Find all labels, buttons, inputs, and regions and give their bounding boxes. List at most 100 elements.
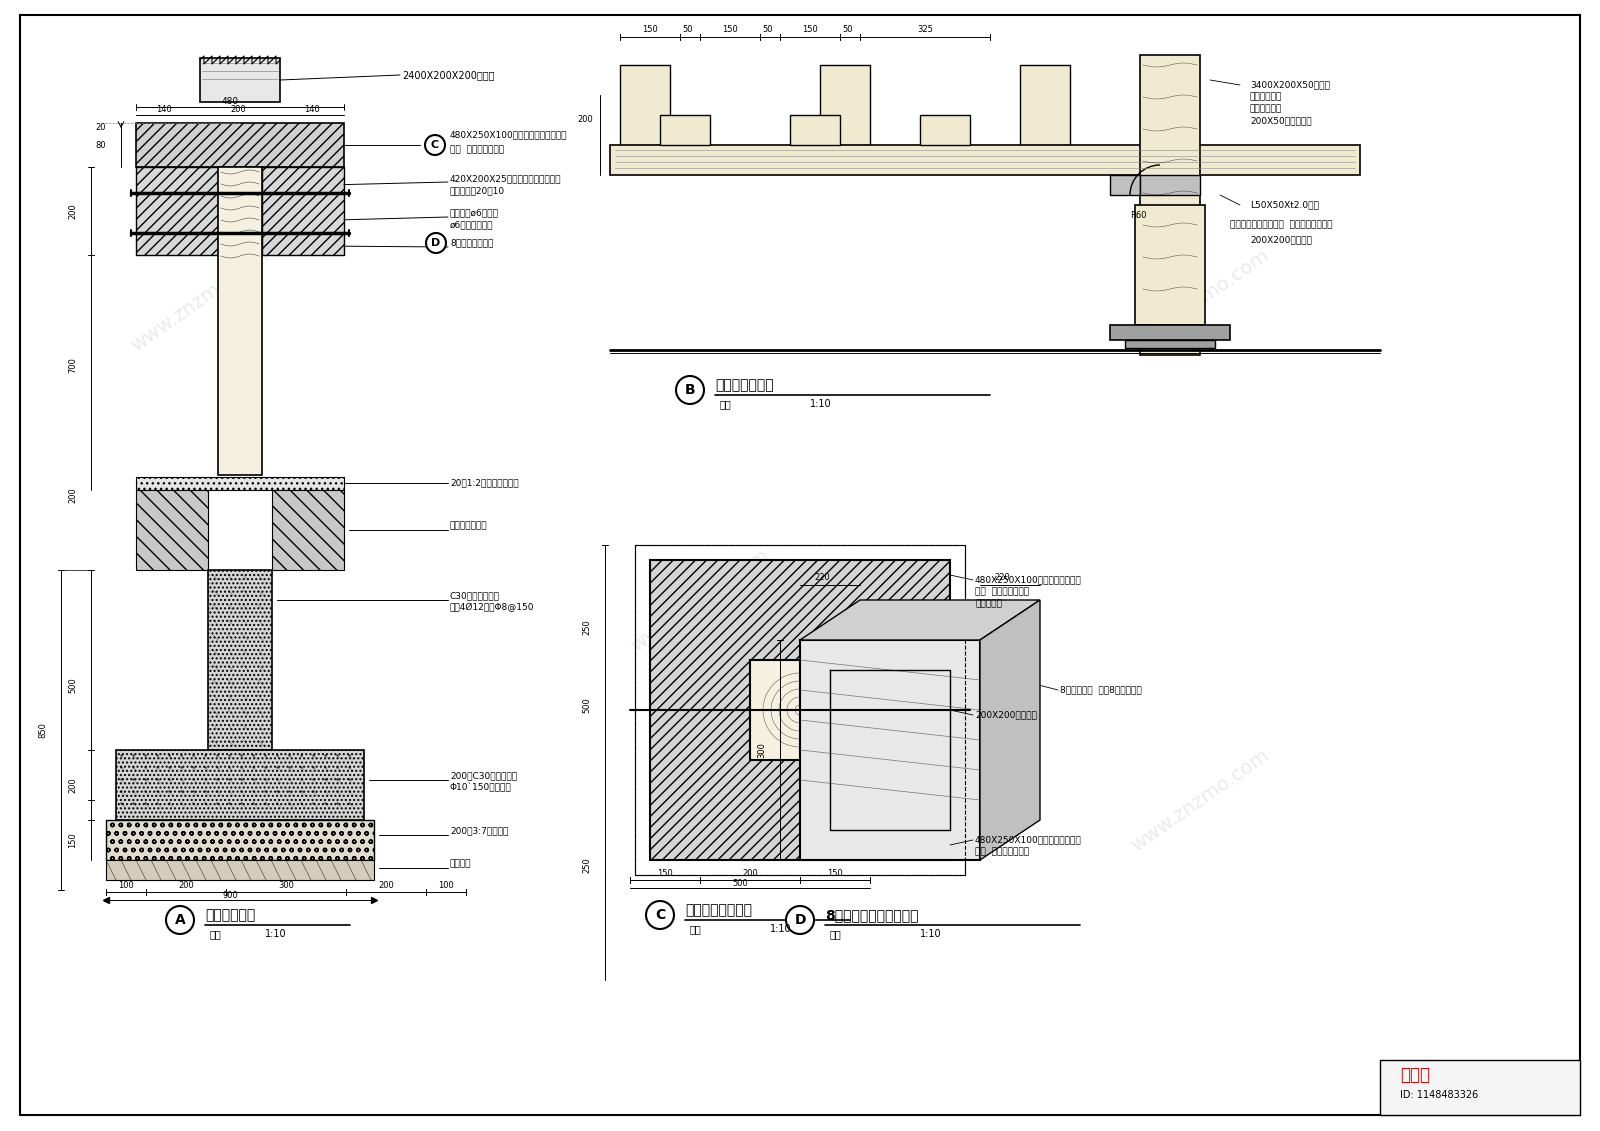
Text: ID: 1148483326: ID: 1148483326: [1400, 1090, 1478, 1100]
Text: 20厚1:2水泥砂浆粘接层: 20厚1:2水泥砂浆粘接层: [450, 478, 518, 487]
Text: L50X50Xt2.0角钢: L50X50Xt2.0角钢: [1250, 200, 1318, 209]
Text: 200X200防腐木柱: 200X200防腐木柱: [1250, 235, 1312, 244]
Text: 木柱预设ø6贯穿孔: 木柱预设ø6贯穿孔: [450, 208, 499, 217]
Bar: [621, 64, 670, 145]
Text: 1:10: 1:10: [920, 929, 942, 939]
Text: ø6对穿螺栓固定: ø6对穿螺栓固定: [450, 221, 493, 230]
Bar: [1125, 340, 1214, 348]
Text: 比例: 比例: [210, 929, 222, 939]
Text: 200: 200: [178, 881, 194, 889]
Bar: [136, 490, 208, 570]
Text: 150: 150: [827, 869, 843, 878]
Text: 1:10: 1:10: [770, 924, 792, 934]
Text: 底部与柱膨胀螺栓固定  与梁对拉螺栓固定: 底部与柱膨胀螺栓固定 与梁对拉螺栓固定: [1230, 221, 1333, 230]
Bar: [610, 145, 1360, 175]
Polygon shape: [979, 601, 1040, 860]
Text: 比例: 比例: [690, 924, 702, 934]
Bar: [218, 167, 262, 475]
Text: 1:10: 1:10: [266, 929, 286, 939]
Text: 知末网: 知末网: [1400, 1067, 1430, 1083]
Bar: [1021, 64, 1070, 145]
Bar: [272, 490, 344, 570]
Text: 150: 150: [642, 26, 658, 35]
Text: 480: 480: [221, 96, 238, 105]
Text: 500: 500: [69, 677, 77, 693]
Text: 150: 150: [802, 26, 818, 35]
Text: 钉不锈钢木钉: 钉不锈钢木钉: [1250, 104, 1282, 113]
Text: 上侧切槽宽20深10: 上侧切槽宽20深10: [450, 187, 506, 196]
Bar: [750, 661, 850, 760]
Bar: [819, 64, 870, 145]
Text: 50: 50: [682, 26, 693, 35]
Bar: [208, 570, 272, 750]
Text: 木条嵌入链接: 木条嵌入链接: [1250, 93, 1282, 102]
Text: 2400X200X200防腐木: 2400X200X200防腐木: [402, 70, 494, 80]
Bar: [1134, 205, 1205, 325]
Text: 200: 200: [230, 104, 246, 113]
Text: 300: 300: [278, 881, 294, 889]
Text: 200: 200: [69, 487, 77, 503]
Text: B: B: [685, 383, 696, 397]
Text: 20: 20: [96, 122, 106, 131]
Text: www.znzmo.com: www.znzmo.com: [128, 245, 272, 355]
Text: 500: 500: [733, 880, 747, 889]
Text: 100: 100: [438, 881, 454, 889]
Bar: [661, 115, 710, 145]
Circle shape: [675, 375, 704, 404]
Text: 150: 150: [69, 832, 77, 848]
Text: 900: 900: [222, 891, 238, 900]
Text: C30钢筋混凝土柱: C30钢筋混凝土柱: [450, 592, 499, 601]
Text: 8厚不锈钢套  底部8厚钢板焊接: 8厚不锈钢套 底部8厚钢板焊接: [1059, 685, 1142, 694]
Text: 220: 220: [994, 572, 1010, 581]
Text: 廊架立面详图一: 廊架立面详图一: [715, 378, 774, 392]
Text: 150: 150: [658, 869, 672, 878]
Circle shape: [786, 906, 814, 934]
Text: 850: 850: [38, 722, 48, 737]
Text: 220: 220: [814, 572, 830, 581]
Text: C: C: [430, 140, 438, 150]
Text: 200X50通长防腐木: 200X50通长防腐木: [1250, 116, 1312, 126]
Circle shape: [426, 135, 445, 155]
Circle shape: [166, 906, 194, 934]
Text: 沿此缝切割: 沿此缝切割: [974, 599, 1002, 608]
Bar: [1110, 325, 1230, 340]
Bar: [635, 545, 965, 875]
Text: R60: R60: [1130, 210, 1147, 219]
Text: 光面  按图示样式切割: 光面 按图示样式切割: [450, 146, 504, 155]
Text: 500: 500: [582, 697, 592, 713]
Bar: [262, 167, 344, 254]
Bar: [650, 560, 950, 860]
Bar: [1110, 175, 1139, 195]
Bar: [106, 860, 374, 880]
Bar: [115, 750, 365, 820]
Text: 140: 140: [157, 104, 171, 113]
Text: 200X200防腐木柱: 200X200防腐木柱: [974, 710, 1037, 719]
Bar: [650, 560, 950, 860]
Text: 8厚钢板筒连接件透视图: 8厚钢板筒连接件透视图: [826, 908, 918, 922]
Text: 比例: 比例: [830, 929, 842, 939]
Text: 480X250X100铸石黄花岗石对拼压顶: 480X250X100铸石黄花岗石对拼压顶: [450, 130, 568, 139]
Text: www.znzmo.com: www.znzmo.com: [1128, 745, 1272, 855]
Text: 200: 200: [69, 777, 77, 793]
Text: www.znzmo.com: www.znzmo.com: [1128, 245, 1272, 355]
Text: 光面  按图示样式切割: 光面 按图示样式切割: [974, 587, 1029, 596]
Text: 200: 200: [69, 204, 77, 219]
Text: www.znzmo.com: www.znzmo.com: [627, 545, 773, 655]
Bar: [920, 115, 970, 145]
Text: 比例: 比例: [720, 399, 731, 409]
Text: 250: 250: [582, 857, 592, 873]
Bar: [1139, 55, 1200, 355]
Circle shape: [646, 901, 674, 929]
Text: C: C: [654, 908, 666, 922]
Bar: [1379, 1060, 1581, 1115]
Text: 200厚C30钢筋混凝土: 200厚C30钢筋混凝土: [450, 771, 517, 780]
Text: 420X200X25铸石黄蘑菇桩面花岗石: 420X200X25铸石黄蘑菇桩面花岗石: [450, 174, 562, 183]
Text: D: D: [794, 913, 806, 927]
Text: 480X250X100铸石黄花岗石压顶: 480X250X100铸石黄花岗石压顶: [974, 836, 1082, 845]
Text: 光面  按图示样式切割: 光面 按图示样式切割: [974, 847, 1029, 856]
Text: 50: 50: [762, 26, 773, 35]
Text: 150: 150: [722, 26, 738, 35]
Polygon shape: [800, 601, 1040, 640]
Text: 100: 100: [118, 881, 134, 889]
Bar: [800, 640, 979, 860]
